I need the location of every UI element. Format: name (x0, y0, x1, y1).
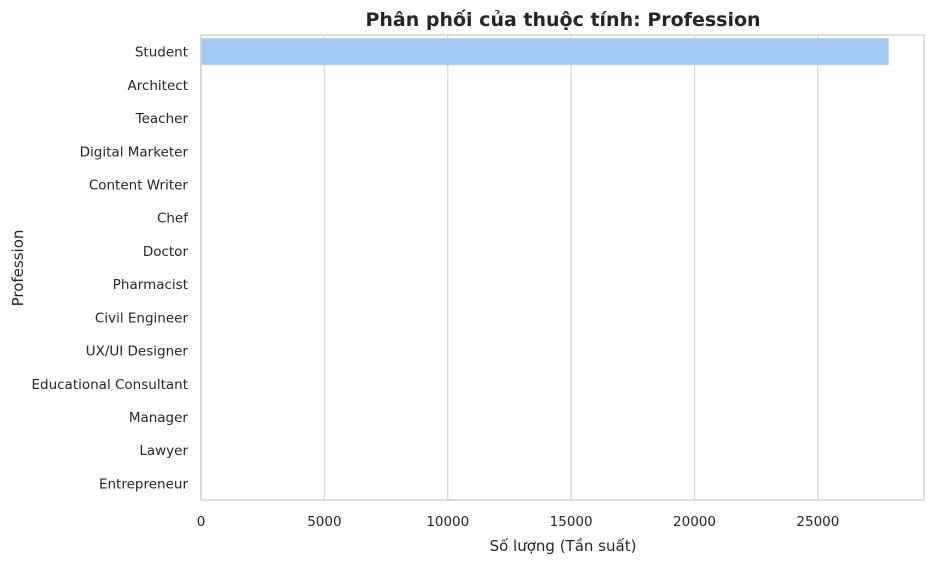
y-tick-label: Manager (129, 410, 189, 426)
y-tick-label: Educational Consultant (31, 377, 188, 393)
x-tick-label: 0 (197, 514, 206, 530)
y-tick-label: Lawyer (139, 443, 188, 459)
y-tick-label: Pharmacist (113, 277, 188, 293)
x-tick-label: 10000 (426, 514, 469, 530)
x-tick-labels: 0 5000 10000 15000 20000 25000 (197, 514, 840, 530)
x-tick-label: 20000 (673, 514, 716, 530)
grid-lines (200, 35, 819, 500)
y-tick-label: Teacher (135, 111, 189, 127)
y-axis-label: Profession (9, 230, 27, 307)
y-tick-label: Content Writer (89, 177, 189, 193)
x-axis-label: Số lượng (Tần suất) (490, 537, 637, 555)
y-tick-label: Doctor (143, 244, 189, 260)
y-tick-labels: Student Architect Teacher Digital Marketer C… (31, 45, 189, 493)
y-tick-label: Civil Engineer (95, 310, 189, 326)
y-tick-label: Chef (157, 211, 189, 227)
bar (201, 38, 889, 65)
y-tick-label: UX/UI Designer (86, 344, 189, 360)
x-tick-label: 15000 (550, 514, 593, 530)
x-tick-label: 25000 (796, 514, 839, 530)
plot-frame (200, 34, 925, 501)
bars (201, 38, 889, 497)
y-tick-label: Student (135, 45, 188, 61)
y-tick-label: Digital Marketer (80, 144, 189, 160)
x-tick-label: 5000 (307, 514, 341, 530)
y-tick-label: Architect (127, 78, 188, 94)
y-tick-label: Entrepreneur (99, 476, 188, 492)
chart-title: Phân phối của thuộc tính: Profession (365, 8, 760, 31)
